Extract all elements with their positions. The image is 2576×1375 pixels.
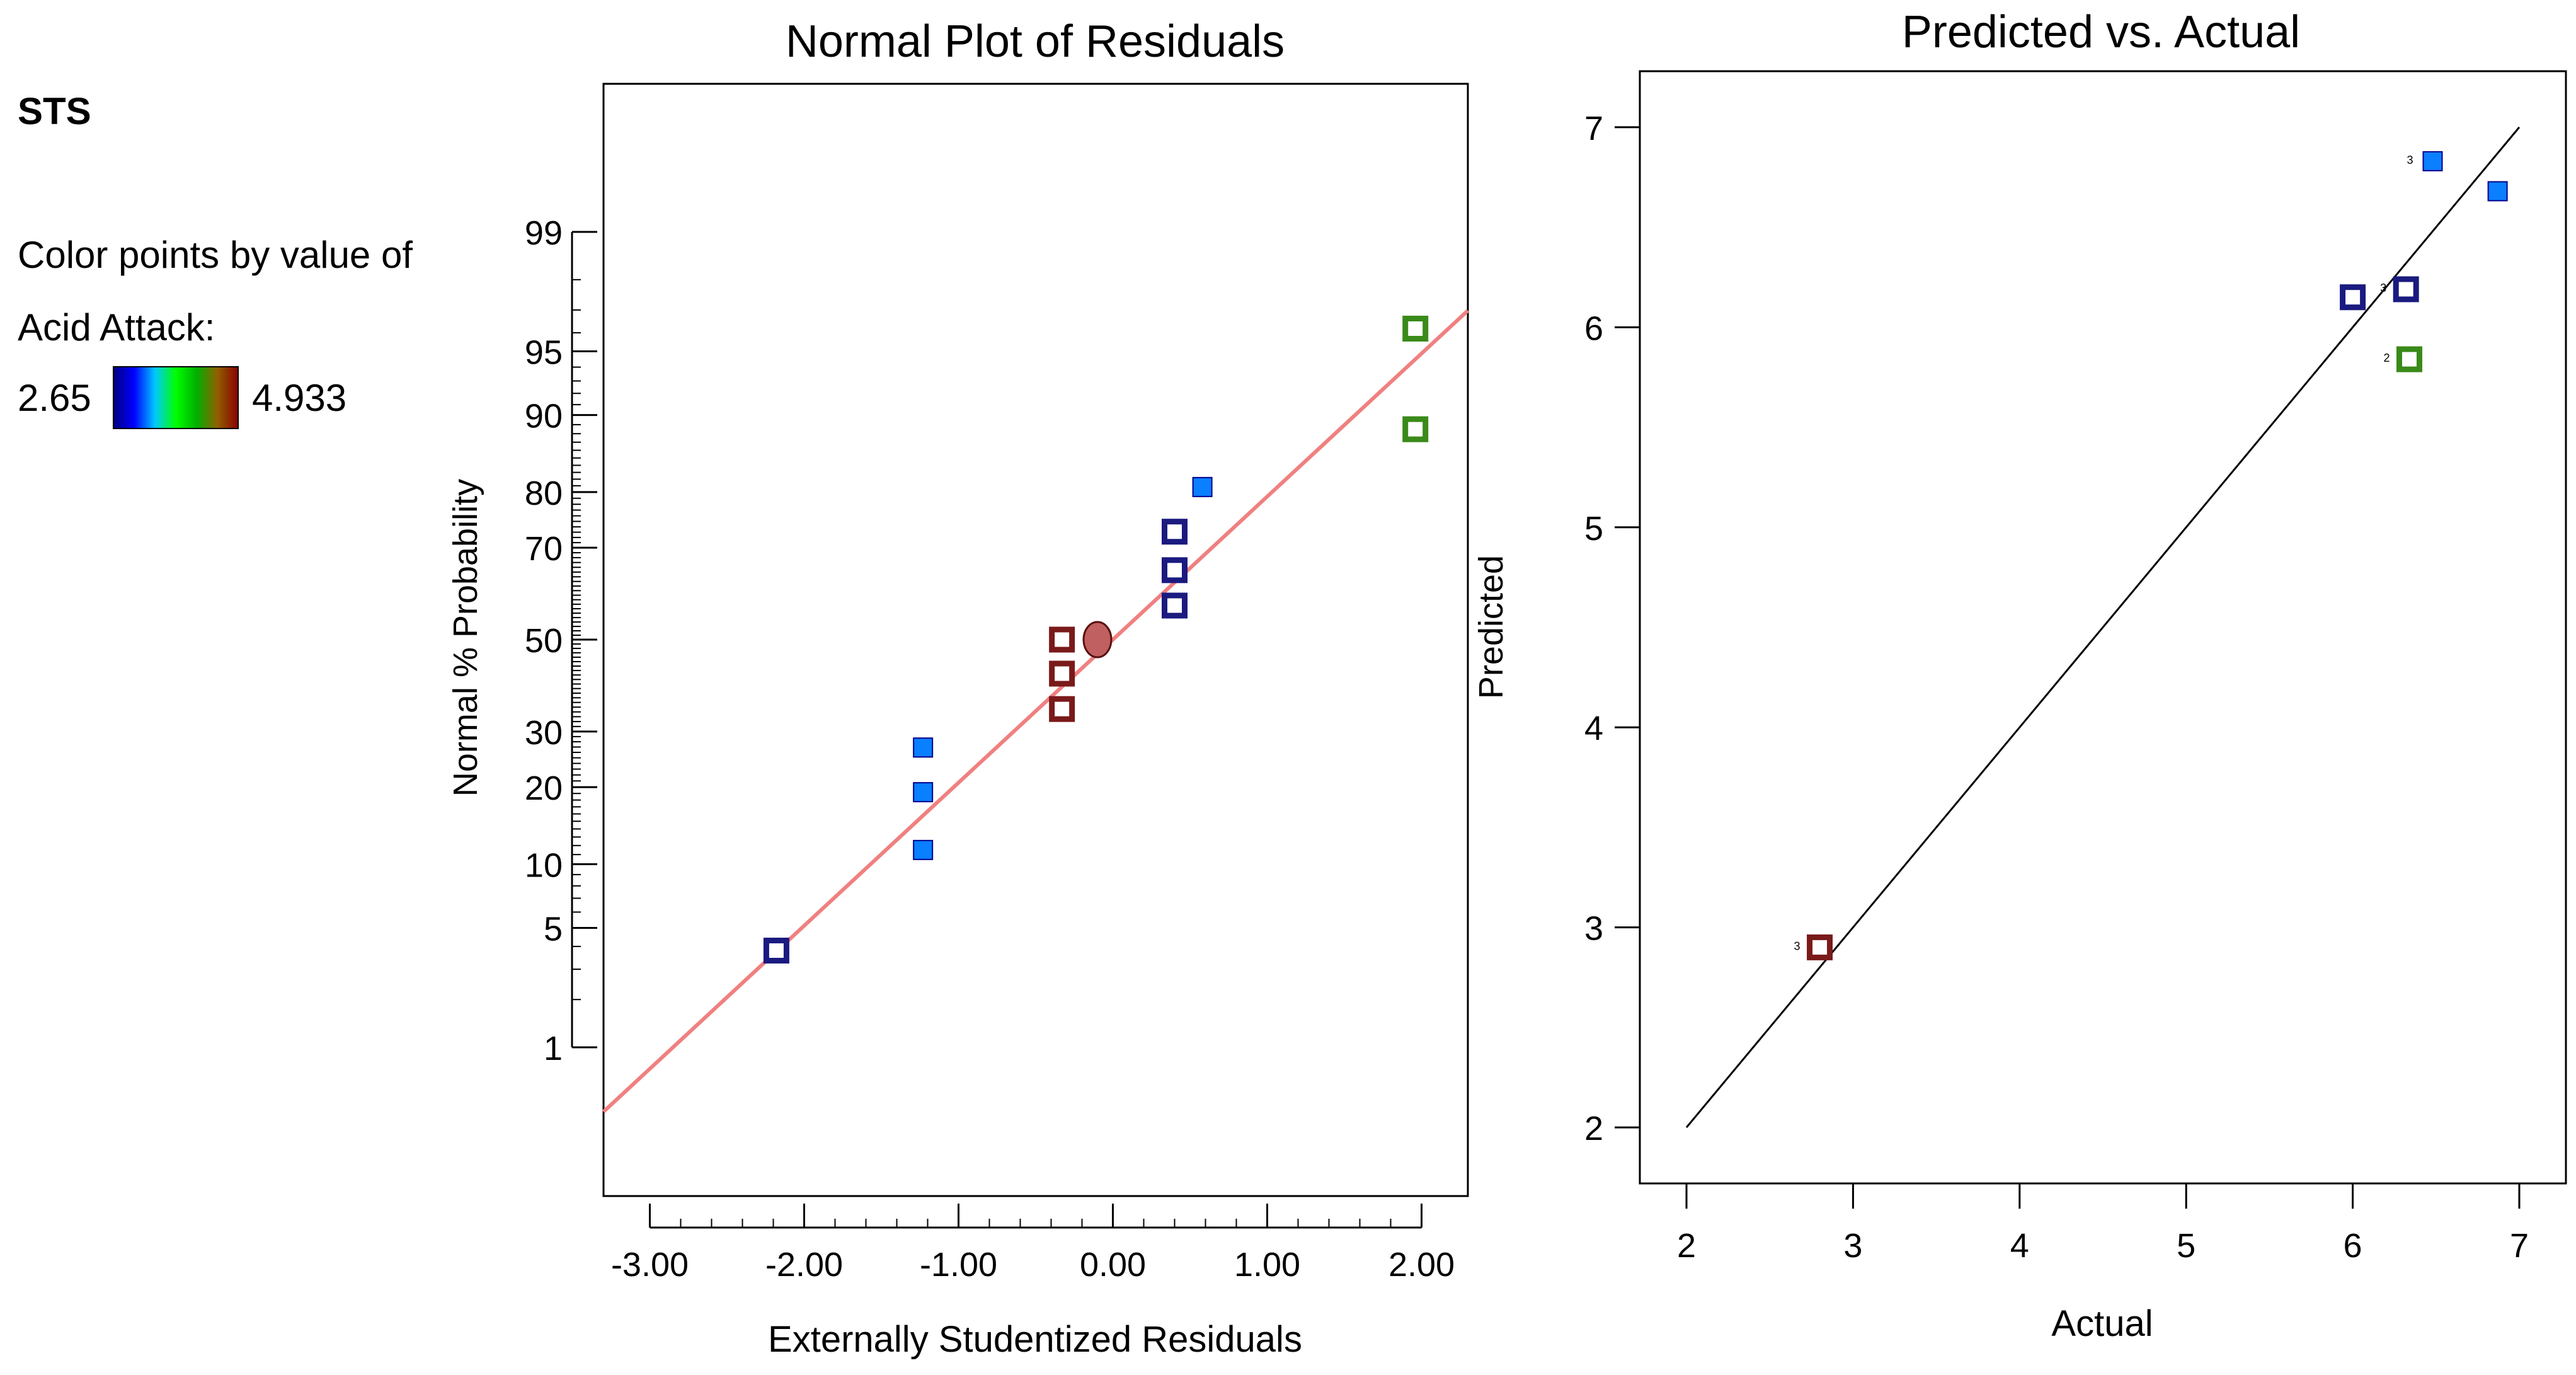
chart1-y-tick-label: 70 [525, 530, 563, 568]
chart1-data-point [1402, 416, 1429, 442]
chart2-data-point [2487, 181, 2508, 202]
chart1-data-point [1192, 476, 1213, 497]
chart1-data-point [913, 737, 934, 758]
chart2-point-count-label: 3 [2380, 282, 2386, 294]
chart2-x-tick-label: 7 [2510, 1227, 2529, 1265]
chart1-x-tick-label: -2.00 [765, 1246, 843, 1284]
chart2-x-tick-label: 4 [2010, 1227, 2029, 1265]
chart1-data-point [1049, 660, 1075, 687]
chart1-plot-frame [602, 83, 1469, 1197]
legend-color-by-line2: Acid Attack: [18, 306, 215, 348]
chart2-x-axis-label: Actual [2051, 1303, 2153, 1344]
chart1-y-tick-label: 10 [525, 846, 563, 884]
chart1-y-tick-label: 20 [525, 769, 563, 807]
chart1-y-tick-label: 95 [525, 334, 563, 372]
chart2-data-point [2340, 284, 2366, 311]
chart2-point-count-label: 3 [2407, 154, 2413, 166]
chart1-data-point [1162, 519, 1188, 545]
chart2-reference-line [1685, 126, 2521, 1129]
chart1-data-point [913, 839, 934, 860]
chart1-data-point [763, 937, 789, 964]
chart1-data-point [1049, 696, 1075, 722]
chart1-y-tick-label: 80 [525, 475, 563, 512]
chart1-data-point [1049, 626, 1075, 653]
chart2-y-tick-label: 7 [1584, 110, 1603, 147]
chart2-y-axis-label: Predicted [1472, 555, 1510, 699]
chart1-x-tick-label: 0.00 [1080, 1246, 1146, 1284]
legend-color-by-line1: Color points by value of [18, 234, 413, 276]
chart2-title: Predicted vs. Actual [1902, 7, 2300, 57]
chart2-y-tick-label: 5 [1584, 510, 1603, 548]
chart1-data-point [1402, 316, 1429, 342]
chart1-y-tick-label: 1 [544, 1030, 563, 1067]
chart2-data-point [1807, 934, 1833, 960]
chart1-x-tick-label: -3.00 [611, 1246, 689, 1284]
chart2-x-tick-label: 5 [2177, 1227, 2195, 1265]
chart1-data-point [1162, 592, 1188, 619]
chart1-title: Normal Plot of Residuals [786, 16, 1285, 67]
chart2-y-tick-label: 4 [1584, 710, 1603, 747]
chart2-point-count-label: 2 [2383, 352, 2390, 364]
chart2-points: 3 3 2 3 [1794, 151, 2508, 960]
legend-min-value: 2.65 [18, 377, 91, 419]
predicted-actual-chart: Predicted vs. Actual 2 3 4 5 6 7 2 3 4 5 6 7 3 3 2 3 A… [1472, 7, 2567, 1344]
chart2-x-tick-label: 2 [1677, 1227, 1696, 1265]
chart2-data-point [2422, 151, 2443, 171]
chart2-axes: 2 3 4 5 6 7 2 3 4 5 6 7 [1584, 110, 2529, 1265]
chart2-y-tick-label: 6 [1584, 309, 1603, 347]
chart2-point-count-label: 3 [1794, 940, 1800, 952]
chart2-y-tick-label: 3 [1584, 910, 1603, 948]
chart1-y-axis-label: Normal % Probability [447, 479, 484, 797]
chart1-y-tick-label: 99 [525, 214, 563, 252]
chart1-axes: 1 5 10 20 30 50 70 80 90 95 99 -3.00 -2.00 -1.00 0.00 1… [525, 214, 1455, 1284]
chart1-center-marker [1082, 621, 1113, 659]
legend-max-value: 4.933 [252, 377, 346, 419]
chart1-y-tick-label: 50 [525, 622, 563, 660]
chart1-y-tick-label: 90 [525, 398, 563, 435]
chart2-x-tick-label: 3 [1843, 1227, 1862, 1265]
chart1-points [763, 316, 1429, 964]
legend-series-label: STS [18, 90, 91, 132]
chart1-y-tick-label: 30 [525, 714, 563, 752]
chart1-x-axis-label: Externally Studentized Residuals [768, 1319, 1302, 1360]
chart2-data-point [2396, 346, 2422, 372]
chart1-data-point [1162, 557, 1188, 584]
legend: STS Color points by value of Acid Attack… [18, 90, 413, 429]
normal-plot-chart: Normal Plot of Residuals 1 5 10 20 30 50 70 80 9… [447, 16, 1470, 1360]
chart1-x-tick-label: 1.00 [1234, 1246, 1300, 1284]
chart1-x-tick-label: 2.00 [1388, 1246, 1455, 1284]
chart2-y-tick-label: 2 [1584, 1110, 1603, 1148]
legend-color-scale [113, 366, 239, 429]
chart1-y-tick-label: 5 [544, 910, 563, 948]
chart1-data-point [913, 782, 934, 803]
chart2-x-tick-label: 6 [2344, 1227, 2362, 1265]
chart1-x-tick-label: -1.00 [920, 1246, 997, 1284]
chart1-reference-line [602, 309, 1470, 1113]
chart2-data-point [2393, 276, 2419, 302]
